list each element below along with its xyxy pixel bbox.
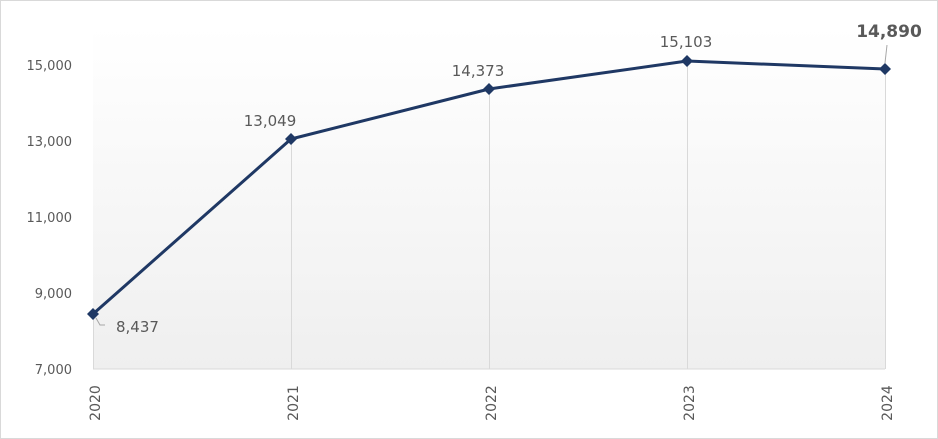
- data-labels: 8,437 13,049 14,373 15,103 14,890: [116, 22, 922, 336]
- y-tick-label: 15,000: [27, 59, 73, 74]
- x-axis: 2020 2021 2022 2023 2024: [88, 385, 896, 421]
- y-tick-label: 7,000: [35, 363, 72, 378]
- drop-lines: [93, 61, 886, 369]
- series-markers: [87, 55, 891, 320]
- data-label: 8,437: [116, 318, 159, 336]
- data-label: 15,103: [660, 33, 713, 51]
- x-tick-label: 2023: [682, 385, 698, 421]
- diamond-marker: [879, 63, 891, 75]
- x-tick-label: 2020: [88, 385, 104, 421]
- diamond-marker: [285, 133, 297, 145]
- x-tick-label: 2022: [484, 385, 500, 421]
- y-tick-label: 9,000: [35, 287, 72, 302]
- diamond-marker: [87, 308, 99, 320]
- leader-lines: [95, 44, 888, 326]
- data-label-highlighted: 14,890: [856, 22, 922, 42]
- y-tick-label: 11,000: [27, 211, 73, 226]
- data-label: 13,049: [244, 112, 297, 130]
- diamond-marker: [483, 83, 495, 95]
- x-tick-label: 2024: [880, 385, 896, 421]
- y-axis: 7,000 9,000 11,000 13,000 15,000: [27, 59, 73, 378]
- x-tick-label: 2021: [286, 385, 302, 421]
- data-label: 14,373: [452, 62, 505, 80]
- diamond-marker: [681, 55, 693, 67]
- y-tick-label: 13,000: [27, 135, 73, 150]
